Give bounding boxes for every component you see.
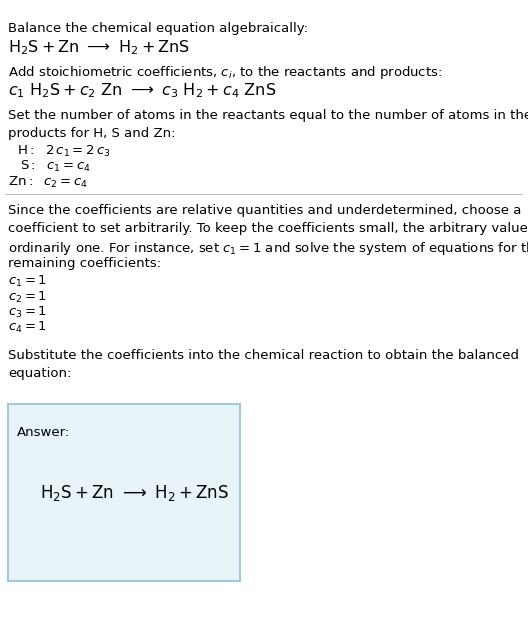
Text: equation:: equation: <box>8 367 71 380</box>
Text: $\mathrm{S:}\ \ \mathit{c_1} = \mathit{c_4}$: $\mathrm{S:}\ \ \mathit{c_1} = \mathit{c… <box>20 159 91 174</box>
Text: ordinarily one. For instance, set $\mathit{c_1} = 1$ and solve the system of equ: ordinarily one. For instance, set $\math… <box>8 240 528 257</box>
Text: Balance the chemical equation algebraically:: Balance the chemical equation algebraica… <box>8 22 308 35</box>
Text: coefficient to set arbitrarily. To keep the coefficients small, the arbitrary va: coefficient to set arbitrarily. To keep … <box>8 222 528 235</box>
Text: Substitute the coefficients into the chemical reaction to obtain the balanced: Substitute the coefficients into the che… <box>8 349 519 363</box>
Text: $\mathit{c_1}\ \mathregular{H_2S} + \mathit{c_2}\ \mathregular{Zn}\ \longrightar: $\mathit{c_1}\ \mathregular{H_2S} + \mat… <box>8 81 276 100</box>
Text: $\mathit{c_2} = 1$: $\mathit{c_2} = 1$ <box>8 289 47 305</box>
Text: $\mathrm{H:}\ \ 2\,\mathit{c_1} = 2\,\mathit{c_3}$: $\mathrm{H:}\ \ 2\,\mathit{c_1} = 2\,\ma… <box>17 144 111 159</box>
Text: Add stoichiometric coefficients, $\mathit{c_i}$, to the reactants and products:: Add stoichiometric coefficients, $\mathi… <box>8 64 442 82</box>
Text: Set the number of atoms in the reactants equal to the number of atoms in the: Set the number of atoms in the reactants… <box>8 109 528 123</box>
Text: $\mathit{c_1} = 1$: $\mathit{c_1} = 1$ <box>8 274 47 289</box>
Text: $\mathrm{Zn:}\ \ \mathit{c_2} = \mathit{c_4}$: $\mathrm{Zn:}\ \ \mathit{c_2} = \mathit{… <box>8 174 88 190</box>
Text: products for H, S and Zn:: products for H, S and Zn: <box>8 127 175 140</box>
Text: $\mathit{c_4} = 1$: $\mathit{c_4} = 1$ <box>8 320 47 335</box>
Text: remaining coefficients:: remaining coefficients: <box>8 257 161 270</box>
Text: $\mathit{c_3} = 1$: $\mathit{c_3} = 1$ <box>8 305 47 320</box>
Text: Answer:: Answer: <box>17 426 70 439</box>
Text: Since the coefficients are relative quantities and underdetermined, choose a: Since the coefficients are relative quan… <box>8 204 521 217</box>
Text: $\mathregular{H_2S + Zn\ \longrightarrow\ H_2 + ZnS}$: $\mathregular{H_2S + Zn\ \longrightarrow… <box>41 483 230 503</box>
Text: $\mathregular{H_2S + Zn\ \longrightarrow\ H_2 + ZnS}$: $\mathregular{H_2S + Zn\ \longrightarrow… <box>8 38 190 57</box>
